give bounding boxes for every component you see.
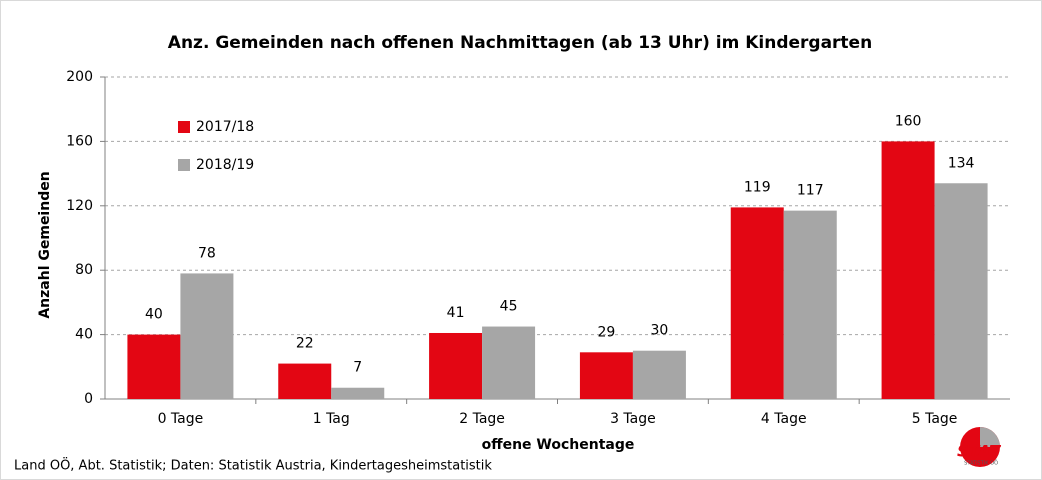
- legend-label: 2018/19: [196, 157, 254, 173]
- legend-label: 2017/18: [196, 119, 254, 135]
- x-tick-label: 1 Tag: [313, 411, 350, 427]
- data-label: 29: [598, 324, 616, 340]
- data-label: 134: [948, 155, 975, 171]
- logo: STAT STATISTIK OÖ: [957, 427, 1001, 467]
- source-note: Land OÖ, Abt. Statistik; Daten: Statisti…: [14, 457, 492, 474]
- y-tick-label: 160: [66, 133, 93, 149]
- bar: [934, 183, 988, 399]
- y-tick-label: 120: [66, 198, 93, 214]
- data-label: 30: [651, 323, 669, 339]
- data-label: 117: [797, 183, 824, 199]
- data-label: 41: [447, 305, 465, 321]
- x-tick-label: 4 Tage: [761, 411, 807, 427]
- bar: [429, 332, 483, 399]
- bar: [881, 141, 935, 399]
- bar: [127, 334, 181, 399]
- legend-swatch: [178, 121, 190, 133]
- data-label: 45: [500, 299, 518, 315]
- x-tick-label: 0 Tage: [158, 411, 204, 427]
- bar: [180, 273, 234, 399]
- bar: [783, 210, 837, 399]
- y-tick-label: 0: [84, 391, 93, 407]
- x-tick-label: 2 Tage: [459, 411, 505, 427]
- y-tick-label: 200: [66, 69, 93, 85]
- y-tick-label: 80: [75, 262, 93, 278]
- bar: [730, 207, 784, 399]
- logo-subtext: STATISTIK OÖ: [964, 460, 998, 467]
- bar: [331, 387, 385, 399]
- legend-swatch: [178, 159, 190, 171]
- data-label: 78: [198, 245, 216, 261]
- chart-title: Anz. Gemeinden nach offenen Nachmittagen…: [168, 33, 872, 53]
- bar: [579, 352, 633, 399]
- x-axis-label: offene Wochentage: [482, 437, 635, 453]
- bar: [632, 350, 686, 399]
- logo-slice: [980, 427, 1000, 447]
- data-label: 40: [145, 307, 163, 323]
- y-axis-label: Anzahl Gemeinden: [37, 171, 53, 318]
- data-label: 22: [296, 336, 314, 352]
- logo-text: STAT: [957, 442, 1001, 461]
- data-label: 119: [744, 179, 771, 195]
- data-label: 7: [353, 360, 362, 376]
- x-tick-label: 5 Tage: [912, 411, 958, 427]
- bar: [278, 363, 332, 399]
- y-tick-label: 40: [75, 327, 93, 343]
- x-tick-label: 3 Tage: [610, 411, 656, 427]
- bar: [482, 326, 536, 399]
- data-label: 160: [895, 113, 922, 129]
